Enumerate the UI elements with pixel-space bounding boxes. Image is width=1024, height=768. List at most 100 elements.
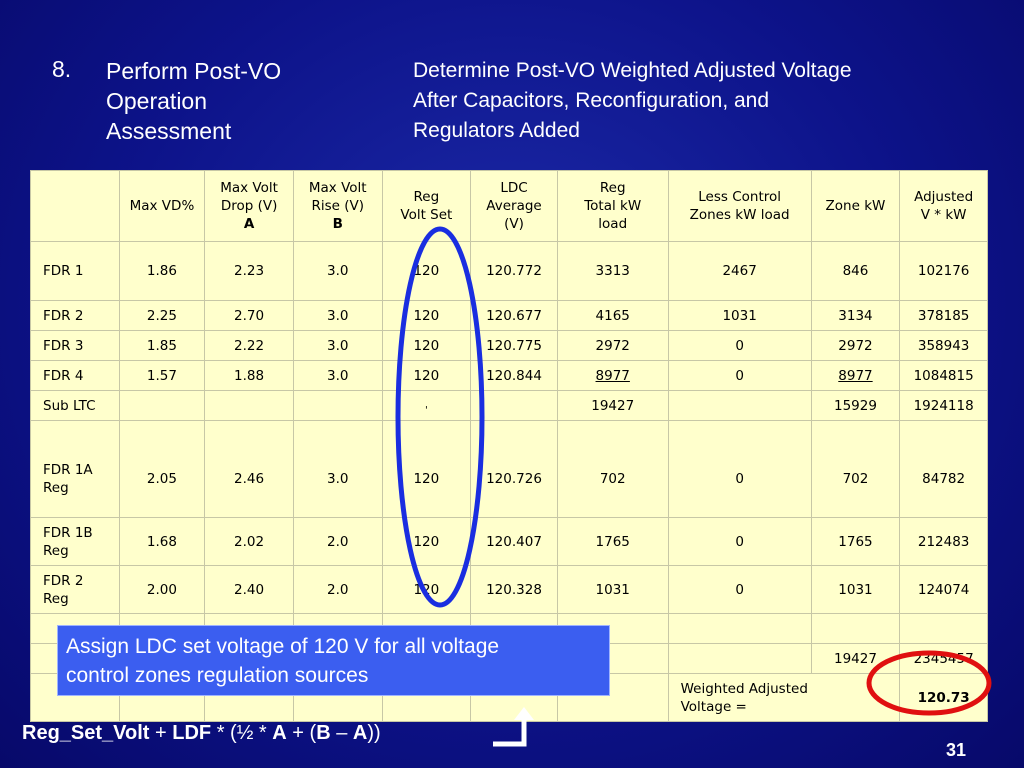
weighted-label: Weighted Adjusted Voltage = [667,673,901,722]
formula-a: A [352,722,368,744]
table-cell: 1.68 [118,517,206,566]
table-cell: 1084815 [899,360,988,391]
step-number: 8. [52,56,72,82]
table-row: FDR 1A Reg 2.05 2.46 3.0 120 120.726 702 … [30,420,988,518]
table-cell: 2.25 [118,300,206,331]
table-cell: 0 [667,565,812,614]
row-label: FDR 1B Reg [30,517,120,566]
table-cell: 1.57 [118,360,206,391]
formula-a: A [272,722,287,744]
table-row: FDR 4 1.57 1.88 3.0 120 120.844 8977 0 8… [30,360,988,391]
formula: Reg_Set_Volt + LDF * (½ * A + (B – A)) [22,722,381,745]
header-cell: Reg Volt Set [381,170,472,242]
callout-line: Assign LDC set voltage of 120 V for all … [66,635,500,658]
table-cell: 120.726 [470,420,558,518]
row-label: FDR 1A Reg [30,420,120,518]
table-cell: 84782 [899,420,988,518]
step-title-line: Operation [106,88,208,114]
formula-part: * (½ * [211,722,273,744]
step-title-line: Perform Post-VO [106,58,282,84]
table-cell: 3.0 [292,300,383,331]
table-cell: 8977 [556,360,669,391]
table-cell: 1031 [810,565,901,614]
table-cell: 0 [667,360,812,391]
table-cell: 120.677 [470,300,558,331]
slide-subtitle: Determine Post-VO Weighted Adjusted Volt… [413,56,983,146]
table-cell: 124074 [899,565,988,614]
table-cell: 120.407 [470,517,558,566]
header-cell: Less Control Zones kW load [667,170,812,242]
table-cell [899,613,988,644]
table-cell [667,643,812,674]
row-label: FDR 2 [30,300,120,331]
table-row: FDR 3 1.85 2.22 3.0 120 120.775 2972 0 2… [30,330,988,361]
row-label: FDR 2 Reg [30,565,120,614]
weighted-value-ellipse [866,650,992,716]
table-row: FDR 1 1.86 2.23 3.0 120 120.772 3313 246… [30,241,988,301]
callout-line: control zones regulation sources [66,664,369,687]
table-row: FDR 1B Reg 1.68 2.02 2.0 120 120.407 1765… [30,517,988,566]
header-cell: Adjusted V * kW [899,170,988,242]
reg-volt-set-ellipse [395,226,485,608]
table-cell: 3.0 [292,241,383,301]
table-cell: 3134 [810,300,901,331]
table-cell: 120 [381,330,472,361]
table-cell: 0 [667,420,812,518]
header-cell: LDC Average (V) [470,170,558,242]
header-cell: Reg Total kW load [556,170,669,242]
table-cell: 702 [556,420,669,518]
table-cell: 1.85 [118,330,206,361]
callout-box: Assign LDC set voltage of 120 V for all … [57,625,610,696]
table-cell: 2.22 [204,330,294,361]
table-cell [667,390,812,421]
page-number: 31 [946,740,967,760]
formula-part: – [330,722,353,744]
arrow-head-icon [514,707,534,720]
table-cell: 0 [667,330,812,361]
table-header-row: Max VD% Max Volt Drop (V) A Max Volt Rise (… [30,170,988,242]
table-cell: 120.844 [470,360,558,391]
table-cell: 3.0 [292,420,383,518]
table-cell: 1924118 [899,390,988,421]
table-cell: 2.23 [204,241,294,301]
table-row: FDR 2 Reg 2.00 2.40 2.0 120 120.328 1031 … [30,565,988,614]
subtitle-line: Regulators Added [413,119,580,142]
header-cell [30,170,120,242]
table-cell: 2.40 [204,565,294,614]
header-cell: Max Volt Drop (V) A [204,170,294,242]
formula-part: )) [367,722,381,744]
table-cell [204,390,294,421]
table-cell [292,390,383,421]
subtitle-line: Determine Post-VO Weighted Adjusted Volt… [413,59,852,82]
table-row: Sub LTC ' 19427 15929 1924118 [30,390,988,421]
return-arrow-icon [493,718,527,747]
table-cell: 378185 [899,300,988,331]
table-cell: 102176 [899,241,988,301]
table-cell: 358943 [899,330,988,361]
subtitle-line: After Capacitors, Reconfiguration, and [413,89,770,112]
formula-reg: Reg_Set_Volt [22,722,150,744]
row-label: FDR 1 [30,241,120,301]
table-cell: 2467 [667,241,812,301]
formula-part: + ( [286,722,317,744]
formula-ldf: LDF [172,722,212,744]
table-cell: 2.05 [118,420,206,518]
formula-part: + [149,722,173,744]
table-cell: 3.0 [292,330,383,361]
table-cell: 702 [810,420,901,518]
table-cell: 2.0 [292,565,383,614]
row-label: Sub LTC [30,390,120,421]
table-cell: 120 [381,517,472,566]
table-cell [118,390,206,421]
header-cell: Zone kW [810,170,901,242]
table-cell: 1.86 [118,241,206,301]
table-cell: 2972 [556,330,669,361]
table-cell: 0 [667,517,812,566]
formula-b: B [316,722,331,744]
step-title-line: Assessment [106,118,232,144]
table-cell: 846 [810,241,901,301]
table-cell: 120 [381,241,472,301]
step-title: Perform Post-VO Operation Assessment [106,56,386,146]
header-cell: Max VD% [118,170,206,242]
